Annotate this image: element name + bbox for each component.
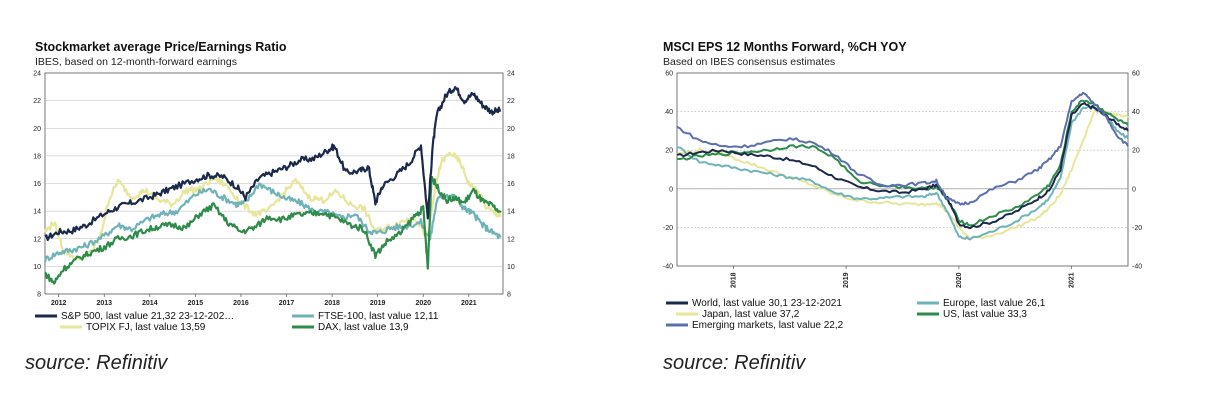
- y-tick-label-right: 0: [1132, 186, 1136, 193]
- series-line-1: [43, 182, 502, 263]
- y-tick-label-left: 12: [33, 236, 41, 243]
- y-tick-label-left: 20: [33, 126, 41, 133]
- x-tick-label: 2021: [1069, 272, 1076, 288]
- x-tick-label: 2016: [233, 300, 249, 307]
- y-tick-label-left: 18: [33, 153, 41, 160]
- x-tick-label: 2013: [96, 300, 112, 307]
- source-note: source: Refinitiv: [663, 352, 806, 374]
- legend-label: TOPIX FJ, last value 13,59: [86, 322, 206, 333]
- legend-label: FTSE-100, last value 12,11: [318, 311, 439, 322]
- y-tick-label-right: 12: [507, 236, 515, 243]
- y-tick-label-right: -20: [1132, 225, 1142, 232]
- series-line-1: [677, 105, 1129, 241]
- series-line-0: [44, 86, 502, 242]
- x-tick-label: 2015: [188, 300, 204, 307]
- y-tick-label-right: 40: [1132, 109, 1140, 116]
- legend-label: Japan, last value 37,2: [702, 309, 800, 320]
- x-tick-label: 2018: [324, 300, 340, 307]
- legend-label: S&P 500, last value 21,32 23-12-202…: [61, 311, 234, 322]
- series-line-2: [43, 151, 502, 262]
- y-tick-label-right: 16: [507, 181, 515, 188]
- y-tick-label-left: 0: [669, 186, 673, 193]
- x-tick-label: 2019: [843, 272, 850, 288]
- y-tick-label-left: 8: [37, 292, 41, 299]
- legend-label: Emerging markets, last value 22,2: [692, 320, 844, 331]
- pe-ratio-chart-panel: Stockmarket average Price/Earnings Ratio…: [0, 0, 560, 406]
- x-tick-label: 2014: [142, 300, 158, 307]
- x-tick-label: 2012: [51, 300, 67, 307]
- plot-frame: [676, 72, 1129, 267]
- y-tick-label-left: 24: [33, 71, 41, 78]
- chart-subtitle: Based on IBES consensus estimates: [663, 56, 836, 68]
- y-tick-label-left: 14: [33, 209, 41, 216]
- x-tick-label: 2021: [461, 300, 477, 307]
- legend-label: World, last value 30,1 23-12-2021: [692, 298, 842, 309]
- y-tick-label-left: -40: [663, 264, 673, 271]
- x-tick-label: 2018: [730, 272, 737, 288]
- msci-eps-chart-panel: MSCI EPS 12 Months Forward, %CH YOY Base…: [640, 0, 1220, 406]
- y-tick-label-right: 20: [1132, 148, 1140, 155]
- legend-label: DAX, last value 13,9: [318, 322, 409, 333]
- y-tick-label-right: 10: [507, 264, 515, 271]
- y-tick-label-right: 60: [1132, 71, 1140, 78]
- series-line-3: [44, 175, 502, 285]
- legend-label: US, last value 33,3: [943, 309, 1027, 320]
- legend-label: Europe, last value 26,1: [943, 298, 1046, 309]
- y-tick-label-right: 18: [507, 153, 515, 160]
- y-tick-label-right: 20: [507, 126, 515, 133]
- y-tick-label-right: 14: [507, 209, 515, 216]
- source-note: source: Refinitiv: [25, 352, 168, 374]
- y-tick-label-left: 22: [33, 98, 41, 105]
- x-tick-label: 2019: [370, 300, 386, 307]
- y-tick-label-left: 20: [665, 148, 673, 155]
- chart-title: Stockmarket average Price/Earnings Ratio: [35, 40, 287, 54]
- chart-subtitle: IBES, based on 12-month-forward earnings: [35, 56, 237, 68]
- y-tick-label-right: 22: [507, 98, 515, 105]
- y-tick-label-right: 24: [507, 71, 515, 78]
- series-line-0: [676, 102, 1129, 230]
- series-line-3: [676, 91, 1129, 206]
- y-tick-label-right: 8: [507, 292, 511, 299]
- x-tick-label: 2017: [279, 300, 295, 307]
- y-tick-label-left: 16: [33, 181, 41, 188]
- y-tick-label-right: -40: [1132, 264, 1142, 271]
- y-tick-label-left: 60: [665, 71, 673, 78]
- chart-title: MSCI EPS 12 Months Forward, %CH YOY: [663, 40, 907, 54]
- y-tick-label-left: -20: [663, 225, 673, 232]
- x-tick-label: 2020: [956, 272, 963, 288]
- y-tick-label-left: 40: [665, 109, 673, 116]
- x-tick-label: 2020: [415, 300, 431, 307]
- y-tick-label-left: 10: [33, 264, 41, 271]
